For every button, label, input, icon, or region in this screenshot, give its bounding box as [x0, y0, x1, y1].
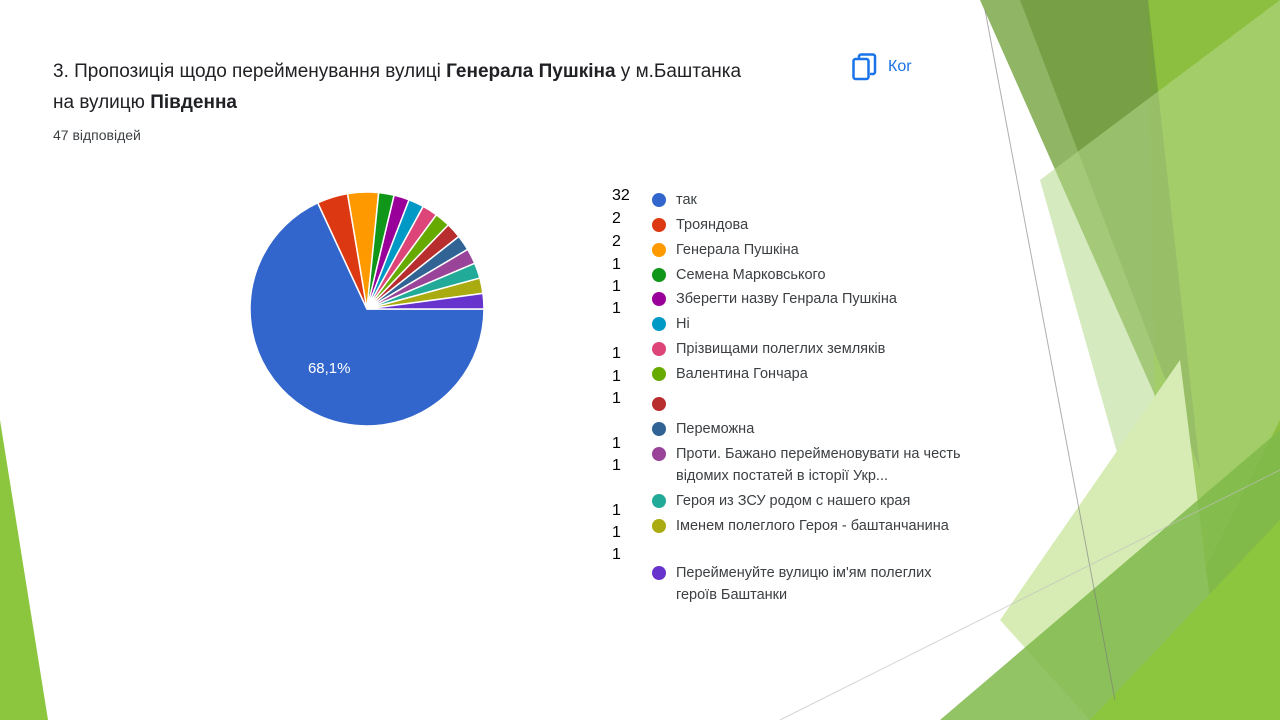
- response-count-value: 2: [612, 210, 621, 227]
- legend-item[interactable]: Проти. Бажано перейменовувати на честь в…: [652, 443, 962, 487]
- legend-item[interactable]: Семена Марковського: [652, 264, 962, 286]
- legend-color-dot: [652, 447, 666, 461]
- response-count-value: 1: [612, 457, 621, 474]
- legend-color-dot: [652, 494, 666, 508]
- response-count-value: 1: [612, 300, 621, 317]
- response-count-value: 1: [612, 435, 621, 452]
- legend-label: Семена Марковського: [676, 267, 826, 283]
- chart-legend: так Трояндова Генерала Пушкіна Семена Марко…: [652, 0, 962, 720]
- legend-item[interactable]: Прізвищами полеглих земляків: [652, 338, 962, 360]
- copy-button-label: Кor: [888, 58, 912, 75]
- legend-item[interactable]: Іменем полеглого Героя - баштанчанина: [652, 515, 962, 537]
- legend-color-dot: [652, 243, 666, 257]
- legend-color-dot: [652, 519, 666, 533]
- question-title: 3. Пропозиція щодо перейменування вулиці…: [53, 56, 753, 118]
- response-count-value: 2: [612, 233, 621, 250]
- legend-color-dot: [652, 268, 666, 282]
- legend-color-dot: [652, 367, 666, 381]
- legend-item[interactable]: Зберегти назву Генрала Пушкіна: [652, 288, 962, 310]
- legend-label: Героя из ЗСУ родом с нашего края: [676, 493, 911, 509]
- legend-label: Генерала Пушкіна: [676, 242, 799, 258]
- legend-label: Трояндова: [676, 217, 749, 233]
- legend-color-dot: [652, 193, 666, 207]
- legend-label: так: [676, 192, 697, 208]
- response-count-value: 1: [612, 278, 621, 295]
- legend-item[interactable]: Генерала Пушкіна: [652, 239, 962, 261]
- pie-chart: 68,1%: [249, 191, 485, 427]
- legend-label: Зберегти назву Генрала Пушкіна: [676, 291, 897, 307]
- pie-data-label: 68,1%: [308, 360, 351, 377]
- legend-item[interactable]: Ні: [652, 313, 962, 335]
- legend-pagination-partial: [652, 614, 742, 622]
- pie-slice-0[interactable]: [249, 201, 485, 427]
- legend-item[interactable]: Героя из ЗСУ родом с нашего края: [652, 490, 962, 512]
- legend-label: Переможна: [676, 421, 755, 437]
- legend-color-dot: [652, 218, 666, 232]
- response-counts-column: 32 2 2 1 1 1 1 1 1 1 1 1 1 1: [612, 0, 642, 720]
- legend-color-dot: [652, 397, 666, 411]
- response-count-value: 1: [612, 546, 621, 563]
- legend-item[interactable]: Валентина Гончара: [652, 363, 962, 385]
- question-text-mid: у м.Баштанка на вулицю: [53, 61, 742, 113]
- response-count-value: 1: [612, 390, 621, 407]
- legend-label: Перейменуйте вулицю ім'ям полеглих герої…: [676, 565, 932, 603]
- response-count-value: 1: [612, 502, 621, 519]
- legend-label: Іменем полеглого Героя - баштанчанина: [676, 518, 949, 534]
- legend-item[interactable]: так: [652, 189, 962, 211]
- legend-item[interactable]: Перейменуйте вулицю ім'ям полеглих герої…: [652, 562, 962, 606]
- legend-color-dot: [652, 342, 666, 356]
- legend-label: Валентина Гончара: [676, 366, 808, 382]
- copy-icon: [852, 53, 877, 81]
- copy-chart-button[interactable]: Кor: [852, 53, 912, 81]
- legend-label: Проти. Бажано перейменовувати на честь в…: [676, 446, 961, 484]
- question-text-start: 3. Пропозиція щодо перейменування вулиці: [53, 61, 447, 82]
- question-bold-old-name: Генерала Пушкіна: [446, 61, 616, 82]
- legend-item[interactable]: Переможна: [652, 418, 962, 440]
- legend-color-dot: [652, 292, 666, 306]
- legend-label: Прізвищами полеглих земляків: [676, 341, 886, 357]
- legend-color-dot: [652, 317, 666, 331]
- response-count-value: 1: [612, 368, 621, 385]
- response-count-value: 1: [612, 345, 621, 362]
- legend-color-dot: [652, 566, 666, 580]
- pie-slice-13[interactable]: [366, 292, 485, 310]
- question-bold-new-name: Південна: [150, 92, 237, 113]
- legend-label: Ні: [676, 316, 690, 332]
- legend-item[interactable]: Трояндова: [652, 214, 962, 236]
- response-count-value: 1: [612, 524, 621, 541]
- response-count: 47 відповідей: [53, 127, 141, 143]
- legend-item[interactable]: [652, 393, 962, 411]
- legend-color-dot: [652, 422, 666, 436]
- response-count-value: 32: [612, 187, 630, 204]
- response-count-value: 1: [612, 256, 621, 273]
